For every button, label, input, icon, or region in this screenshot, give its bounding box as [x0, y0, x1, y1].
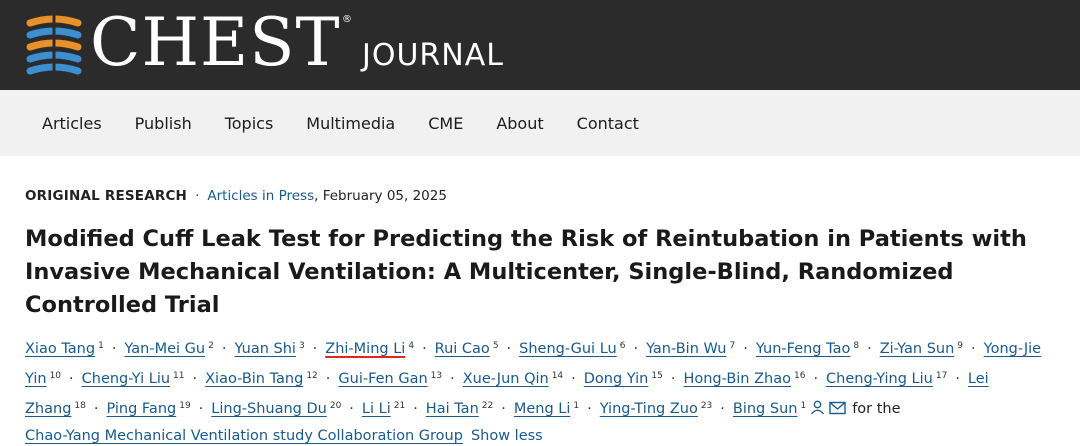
author-link[interactable]: Xue-Jun Qin [462, 371, 549, 387]
nav-item-cme[interactable]: CME [428, 113, 464, 133]
author-link[interactable]: Lei Zhang [25, 371, 989, 417]
affiliation-number[interactable]: 2 [208, 341, 214, 351]
nav-item-publish[interactable]: Publish [134, 113, 192, 133]
author-separator: · [670, 371, 676, 387]
author-separator: · [571, 371, 576, 387]
author-separator: · [955, 371, 960, 387]
article-type: ORIGINAL RESEARCH [25, 188, 188, 204]
affiliation-number[interactable]: 15 [651, 371, 663, 381]
author-separator: · [633, 341, 639, 357]
affiliation-number[interactable]: 1 [98, 341, 104, 351]
affiliation-number[interactable]: 7 [729, 341, 736, 351]
author-link[interactable]: Zhi-Ming Li [325, 341, 406, 357]
nav-item-multimedia[interactable]: Multimedia [306, 113, 396, 133]
author-link[interactable]: Xiao Tang [25, 341, 96, 357]
author-list: Xiao Tang 1 · Yan-Mei Gu 2 · Yuan Shi 3 · Zhi-Min… [25, 333, 1075, 446]
logo-wordmark[interactable]: CHEST [90, 4, 341, 81]
author-separator: · [867, 341, 872, 357]
author-link[interactable]: Xiao-Bin Tang [205, 371, 304, 387]
author-link[interactable]: Meng Li [513, 401, 571, 417]
author-separator: · [501, 401, 506, 417]
publication-date: , February 05, 2025 [314, 188, 447, 204]
author-link[interactable]: Ying-Ting Zuo [599, 401, 698, 417]
affiliation-number[interactable]: 22 [481, 401, 494, 411]
author-separator: · [506, 341, 512, 357]
main-nav: Articles Publish Topics Multimedia CME A… [0, 90, 1080, 156]
affiliation-number[interactable]: 10 [49, 371, 62, 381]
author-link[interactable]: Gui-Fen Gan [338, 371, 428, 387]
author-link[interactable]: Cheng-Ying Liu [826, 371, 933, 387]
author-separator: · [587, 401, 592, 417]
author-link[interactable]: Yan-Mei Gu [124, 341, 206, 357]
show-less-button[interactable]: Show less [470, 428, 543, 444]
author-link[interactable]: Ling-Shuang Du [211, 401, 327, 417]
author-separator: · [198, 401, 204, 417]
affiliation-number[interactable]: 21 [393, 401, 406, 411]
author-separator: · [111, 341, 117, 357]
nav-item-articles[interactable]: Articles [42, 113, 102, 133]
author-link[interactable]: Yan-Bin Wu [646, 341, 727, 357]
article-title: Modified Cuff Leak Test for Predicting t… [25, 226, 1027, 318]
affiliation-number[interactable]: 4 [408, 341, 415, 351]
author-link[interactable]: Yun-Feng Tao [755, 341, 851, 357]
author-separator: · [450, 371, 455, 387]
article-meta: ORIGINAL RESEARCH · Articles in Press, Feb… [25, 188, 447, 204]
author-link[interactable]: Hong-Bin Zhao [683, 371, 791, 387]
author-separator: · [743, 341, 748, 357]
author-separator: · [312, 341, 318, 357]
author-link[interactable]: Rui Cao [434, 341, 490, 357]
author-separator: · [413, 401, 418, 417]
author-separator: · [192, 371, 198, 387]
author-separator: · [720, 401, 725, 417]
affiliation-number[interactable]: 12 [306, 371, 318, 381]
affiliation-number[interactable]: 23 [700, 401, 713, 411]
author-separator: · [971, 341, 976, 357]
affiliation-number[interactable]: 1 [800, 401, 807, 411]
author-separator: · [69, 371, 74, 387]
affiliation-number[interactable]: 6 [619, 341, 626, 351]
author-link[interactable]: Zi-Yan Sun [879, 341, 955, 357]
nav-item-about[interactable]: About [496, 113, 544, 133]
envelope-icon[interactable] [829, 401, 846, 415]
affiliation-number[interactable]: 1 [573, 401, 580, 411]
author-separator: · [349, 401, 354, 417]
person-icon[interactable] [810, 400, 825, 415]
author-separator: · [813, 371, 819, 387]
author-link[interactable]: Li Li [361, 401, 391, 417]
nav-item-topics[interactable]: Topics [224, 113, 274, 133]
affiliation-number[interactable]: 9 [957, 341, 964, 351]
affiliation-number[interactable]: 3 [298, 341, 305, 351]
author-link[interactable]: Bing Sun [732, 401, 798, 417]
affiliation-number[interactable]: 20 [329, 401, 342, 411]
nav-item-contact[interactable]: Contact [576, 113, 639, 133]
author-separator: · [325, 371, 331, 387]
for-the-text: for the [852, 401, 901, 417]
affiliation-number[interactable]: 19 [179, 401, 191, 411]
registered-mark: ® [342, 14, 352, 25]
author-link[interactable]: Yuan Shi [234, 341, 296, 357]
logo-subtitle: JOURNAL [362, 38, 504, 73]
meta-separator: · [195, 188, 200, 204]
author-link[interactable]: Ping Fang [106, 401, 177, 417]
affiliation-number[interactable]: 16 [793, 371, 806, 381]
affiliation-number[interactable]: 17 [935, 371, 948, 381]
affiliation-number[interactable]: 11 [173, 371, 185, 381]
author-link[interactable]: Dong Yin [583, 371, 649, 387]
author-link[interactable]: Yong-Jie Yin [25, 341, 1042, 387]
author-link[interactable]: Hai Tan [425, 401, 479, 417]
collaboration-group-link[interactable]: Chao-Yang Mechanical Ventilation study C… [25, 428, 463, 444]
site-header: CHEST ® JOURNAL [0, 0, 1080, 90]
chest-journal-logo-icon[interactable] [24, 13, 84, 75]
author-link[interactable]: Cheng-Yi Liu [81, 371, 171, 387]
affiliation-number[interactable]: 5 [492, 341, 499, 351]
author-link[interactable]: Sheng-Gui Lu [519, 341, 617, 357]
articles-in-press-link[interactable]: Articles in Press [207, 188, 315, 204]
affiliation-number[interactable]: 8 [853, 341, 860, 351]
affiliation-number[interactable]: 13 [430, 371, 443, 381]
author-separator: · [93, 401, 99, 417]
affiliation-number[interactable]: 18 [74, 401, 86, 411]
affiliation-number[interactable]: 14 [551, 371, 564, 381]
author-separator: · [422, 341, 427, 357]
author-separator: · [221, 341, 227, 357]
